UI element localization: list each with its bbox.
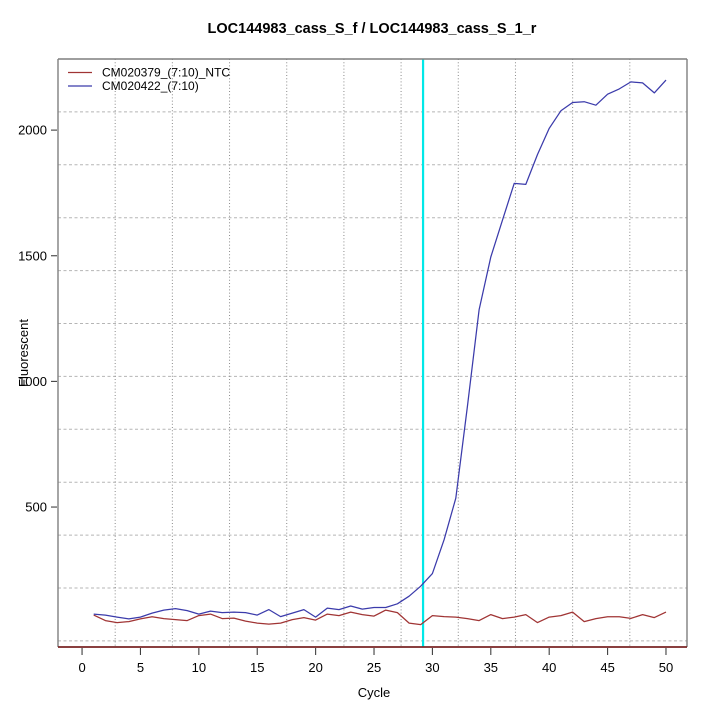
horizontal-gridlines: [58, 111, 687, 642]
x-tick-label: 0: [78, 660, 85, 675]
x-tick-label: 45: [600, 660, 614, 675]
legend-entry-label-1: CM020422_(7:10): [102, 79, 199, 93]
y-axis: 500 1000 1500 2000: [18, 123, 57, 515]
x-tick-label: 10: [192, 660, 206, 675]
x-tick-label: 50: [659, 660, 673, 675]
series-curves: [93, 79, 667, 626]
y-tick-label: 2000: [18, 123, 47, 138]
x-tick-label: 5: [137, 660, 144, 675]
x-axis-label: Cycle: [358, 685, 391, 700]
plot-box: [57, 58, 688, 648]
vertical-gridlines: [114, 59, 631, 647]
y-tick-label: 1000: [18, 374, 47, 389]
x-tick-label: 15: [250, 660, 264, 675]
x-axis: 0 5 10 15 20 25 30 35 40 45 50: [78, 648, 673, 675]
x-tick-label: 30: [425, 660, 439, 675]
x-tick-label: 35: [484, 660, 498, 675]
y-axis-label: Fluorescent: [16, 319, 31, 387]
series-curve-0: [93, 609, 667, 626]
x-tick-label: 25: [367, 660, 381, 675]
chart-title: LOC144983_cass_S_f / LOC144983_cass_S_1_…: [208, 21, 537, 37]
x-tick-label: 40: [542, 660, 556, 675]
x-tick-label: 20: [308, 660, 322, 675]
y-tick-label: 1500: [18, 248, 47, 263]
legend-entry-label-0: CM020379_(7:10)_NTC: [102, 66, 230, 80]
series-curve-1: [93, 79, 667, 620]
y-tick-label: 500: [25, 500, 47, 515]
